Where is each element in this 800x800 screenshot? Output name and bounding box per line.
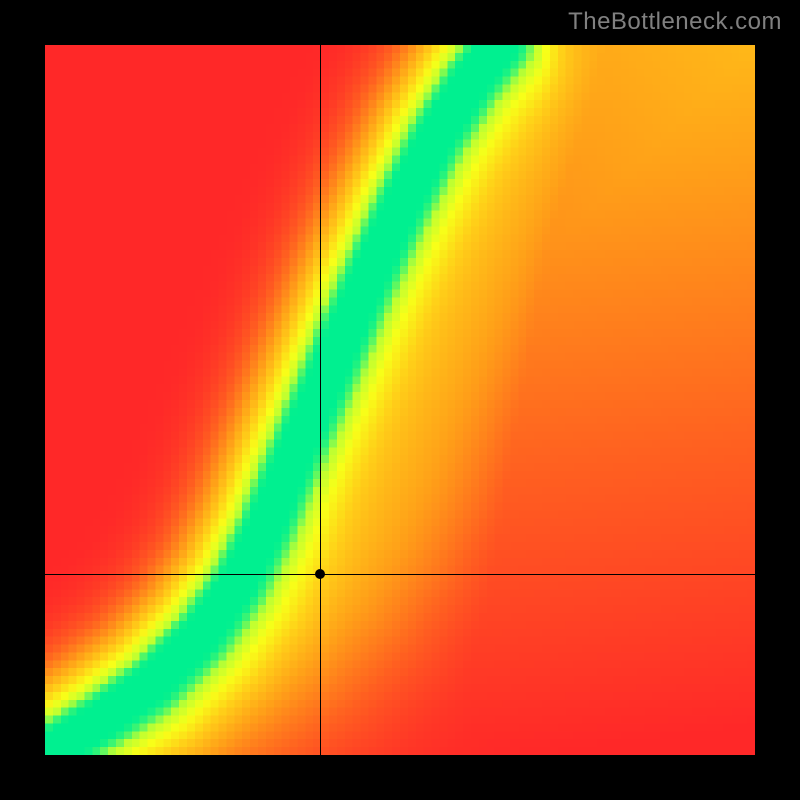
heatmap-chart xyxy=(45,45,755,755)
crosshair-dot xyxy=(315,569,325,579)
crosshair-horizontal xyxy=(45,574,755,575)
watermark-text: TheBottleneck.com xyxy=(568,8,782,36)
crosshair-vertical xyxy=(320,45,321,755)
heatmap-canvas xyxy=(45,45,755,755)
